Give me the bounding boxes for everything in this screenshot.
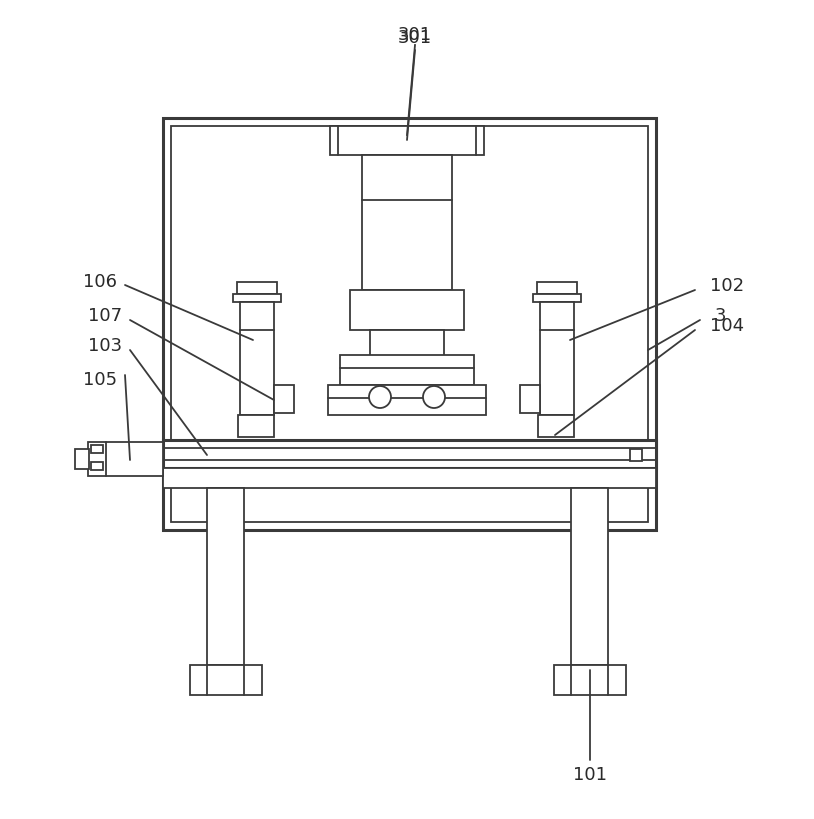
Bar xyxy=(75,449,89,469)
Bar xyxy=(538,415,574,437)
Bar xyxy=(274,385,294,413)
Bar xyxy=(330,126,484,155)
Text: 107: 107 xyxy=(88,307,122,325)
Text: 102: 102 xyxy=(710,277,744,295)
Text: 3: 3 xyxy=(715,307,727,325)
Bar xyxy=(163,468,656,488)
Bar xyxy=(362,155,452,290)
Bar xyxy=(238,415,274,437)
Bar xyxy=(328,385,486,415)
Bar xyxy=(537,282,577,294)
Bar xyxy=(237,282,277,294)
Bar xyxy=(88,442,163,476)
Bar xyxy=(520,385,540,413)
Bar xyxy=(340,355,474,385)
Text: 301: 301 xyxy=(398,29,432,47)
Bar xyxy=(540,302,574,415)
Text: 106: 106 xyxy=(83,273,117,291)
Circle shape xyxy=(369,386,391,408)
Bar xyxy=(163,440,656,468)
Bar xyxy=(91,445,103,453)
Bar xyxy=(207,488,244,665)
Bar xyxy=(554,665,626,695)
Bar xyxy=(233,294,281,302)
Text: 101: 101 xyxy=(573,766,607,784)
Bar xyxy=(350,290,464,330)
Bar xyxy=(171,126,648,522)
Bar xyxy=(533,294,581,302)
Text: 105: 105 xyxy=(83,371,117,389)
Bar xyxy=(240,302,274,415)
Bar xyxy=(91,462,103,470)
Bar xyxy=(163,118,656,530)
Circle shape xyxy=(423,386,445,408)
Bar xyxy=(571,488,608,665)
Text: 301: 301 xyxy=(398,26,432,44)
Bar xyxy=(370,330,444,365)
Text: 104: 104 xyxy=(710,317,744,335)
Bar xyxy=(190,665,262,695)
Text: 103: 103 xyxy=(88,337,122,355)
Bar xyxy=(630,449,642,461)
